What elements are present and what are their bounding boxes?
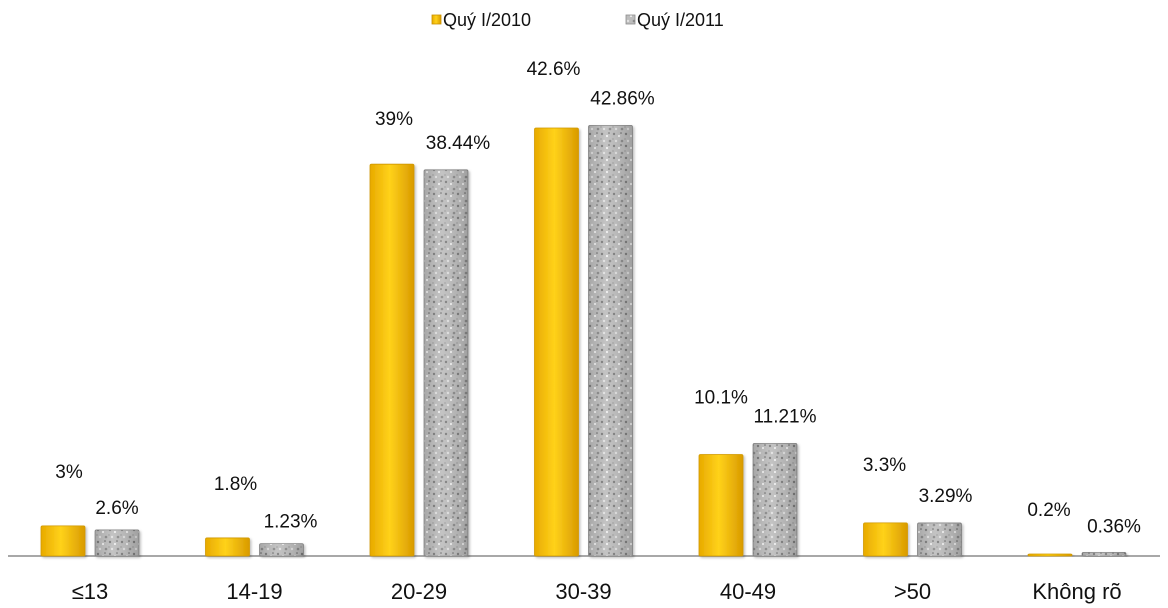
data-label-1-7: 0.2% — [1027, 500, 1070, 521]
x-tick-label-4: 30-39 — [555, 579, 611, 604]
bar-fill-2-2 — [259, 543, 304, 557]
bar-fill-1-5 — [698, 454, 744, 557]
bar-fill-2-3 — [423, 169, 469, 557]
bar-2-3 — [423, 169, 469, 557]
x-tick-label-2: 14-19 — [226, 579, 282, 604]
plot-area: ≤13 3% 2.6% 14-19 1.8% 1.23% 20-29 39% 38.44% 30-… — [8, 59, 1160, 604]
bar-fill-2-1 — [94, 529, 140, 557]
legend-label-1: Quý I/2010 — [443, 10, 531, 30]
bar-fill-2-4 — [588, 125, 633, 557]
bar-fill-1-3 — [369, 163, 415, 557]
bar-2-7 — [1081, 551, 1127, 557]
bar-1-3 — [369, 163, 415, 557]
data-label-1-5: 10.1% — [694, 388, 748, 409]
bar-1-1 — [40, 525, 86, 557]
data-label-1-1: 3% — [55, 462, 83, 483]
legend-item-1: Quý I/2010 — [431, 10, 531, 30]
data-label-2-3: 38.44% — [426, 133, 491, 154]
x-tick-label-3: 20-29 — [391, 579, 447, 604]
bar-fill-2-6 — [917, 522, 962, 557]
bar-fill-1-2 — [205, 537, 250, 557]
bar-fill-2-5 — [752, 442, 798, 557]
data-label-1-2: 1.8% — [214, 474, 257, 495]
bar-fill-1-1 — [40, 525, 86, 557]
data-label-2-2: 1.23% — [264, 512, 318, 533]
bar-1-2 — [205, 537, 250, 557]
bar-2-6 — [917, 522, 962, 557]
legend: Quý I/2010 Quý I/2011 — [431, 10, 724, 30]
x-tick-label-5: 40-49 — [720, 579, 776, 604]
data-label-1-3: 39% — [375, 109, 413, 130]
x-tick-label-1: ≤13 — [72, 579, 109, 604]
bar-fill-1-6 — [863, 522, 908, 557]
bar-1-5 — [698, 454, 744, 557]
x-tick-label-6: >50 — [894, 579, 931, 604]
legend-item-2: Quý I/2011 — [625, 10, 724, 30]
legend-swatch-2 — [625, 14, 636, 25]
bar-1-6 — [863, 522, 908, 557]
bar-fill-2-7 — [1081, 551, 1127, 557]
bar-2-4 — [588, 125, 633, 557]
bar-fill-1-7 — [1027, 553, 1073, 557]
bar-2-2 — [259, 543, 304, 557]
bar-1-4 — [534, 127, 579, 557]
data-label-2-5: 11.21% — [753, 406, 816, 427]
data-label-2-4: 42.86% — [590, 88, 655, 109]
data-label-2-7: 0.36% — [1087, 516, 1141, 537]
legend-swatch-1 — [431, 14, 442, 25]
data-label-2-6: 3.29% — [919, 486, 973, 507]
data-label-1-4: 42.6% — [527, 59, 581, 80]
data-label-2-1: 2.6% — [95, 498, 138, 519]
data-label-1-6: 3.3% — [863, 455, 906, 476]
x-tick-label-7: Không rõ — [1032, 579, 1121, 604]
bar-2-5 — [752, 442, 798, 557]
bar-1-7 — [1027, 553, 1073, 557]
bar-fill-1-4 — [534, 127, 579, 557]
bar-2-1 — [94, 529, 140, 557]
legend-label-2: Quý I/2011 — [637, 10, 724, 30]
